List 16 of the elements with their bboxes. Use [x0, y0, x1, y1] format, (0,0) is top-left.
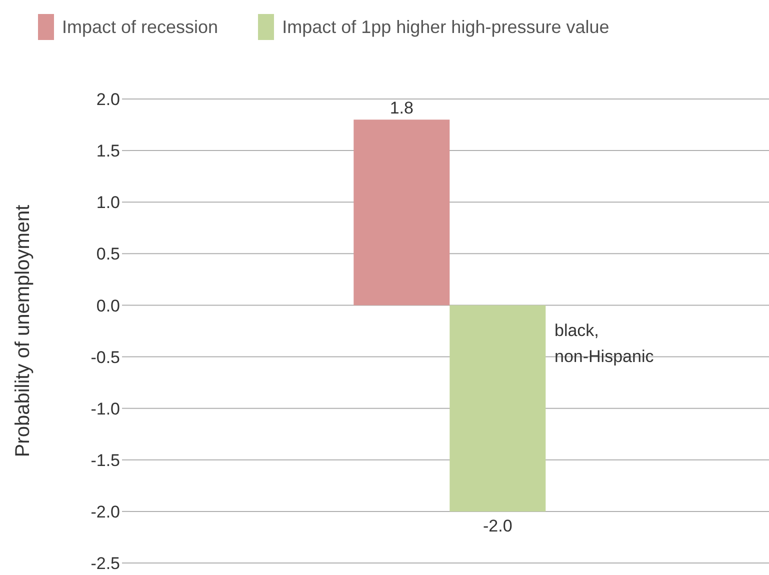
data-label: 1.8	[390, 98, 414, 118]
y-tick-label: 0.5	[96, 244, 120, 264]
y-tick-label: -2.0	[90, 502, 120, 522]
y-tick-label: -0.5	[90, 348, 120, 367]
legend-label: Impact of recession	[62, 16, 218, 38]
y-tick-label: 0.0	[96, 296, 120, 316]
y-tick-label: 2.0	[96, 90, 120, 110]
x-tick-label: black, non-Hispanic	[554, 321, 654, 366]
legend-label: Impact of 1pp higher high-pressure value	[282, 16, 610, 38]
y-tick-label: -2.5	[90, 554, 120, 574]
y-tick-label: 1.0	[96, 193, 120, 212]
y-tick-label: -1.5	[90, 450, 120, 470]
y-tick-label: -1.0	[90, 399, 120, 418]
y-tick-label: 1.5	[96, 142, 120, 161]
data-label: -2.0	[483, 516, 512, 536]
y-axis-title: Probability of unemployment	[12, 204, 34, 458]
